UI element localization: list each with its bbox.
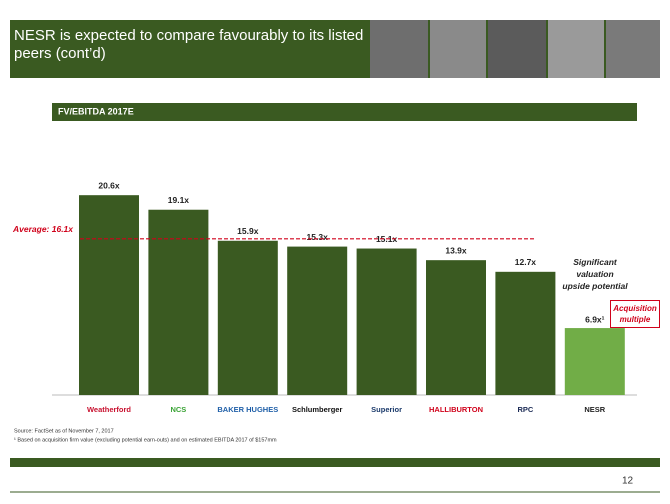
category-logo: Superior — [371, 405, 402, 414]
chart-title: FV/EBITDA 2017E — [58, 106, 134, 116]
callout: Acquisition multiple — [610, 300, 660, 328]
category-logo: RPC — [517, 405, 533, 414]
value-label: 15.9x — [237, 226, 259, 236]
value-label: 13.9x — [445, 245, 467, 255]
header-photos — [370, 20, 660, 78]
category-logo: BAKER HUGHES — [217, 405, 278, 414]
value-label: 6.9x¹ — [585, 314, 605, 324]
category-logo: NCS — [170, 405, 186, 414]
value-label: 12.7x — [515, 257, 537, 267]
bar — [356, 248, 417, 395]
value-label: 15.3x — [307, 232, 329, 242]
page-number: 12 — [622, 476, 634, 487]
category-logo: HALLIBURTON — [429, 405, 483, 414]
category-logo: Weatherford — [87, 405, 131, 414]
footnote: Source: FactSet as of November 7, 2017 — [14, 428, 114, 434]
category-logo: Schlumberger — [292, 405, 343, 414]
bar — [217, 240, 278, 395]
bar — [426, 260, 486, 395]
average-label: Average: 16.1x — [12, 224, 74, 234]
footer-band — [10, 458, 660, 467]
slide-title: NESR is expected to compare favourably t… — [14, 27, 364, 62]
bar — [79, 195, 139, 395]
bar — [148, 209, 209, 395]
footnote: ¹ Based on acquisition firm value (exclu… — [14, 437, 277, 443]
bar — [564, 328, 625, 395]
value-label: 20.6x — [98, 180, 120, 190]
bar — [287, 246, 348, 395]
annotation: Significant valuation upside potential — [562, 257, 628, 291]
value-label: 19.1x — [168, 195, 190, 205]
bar — [495, 271, 556, 395]
category-logo: NESR — [584, 405, 605, 414]
subtitle-band — [52, 103, 637, 121]
